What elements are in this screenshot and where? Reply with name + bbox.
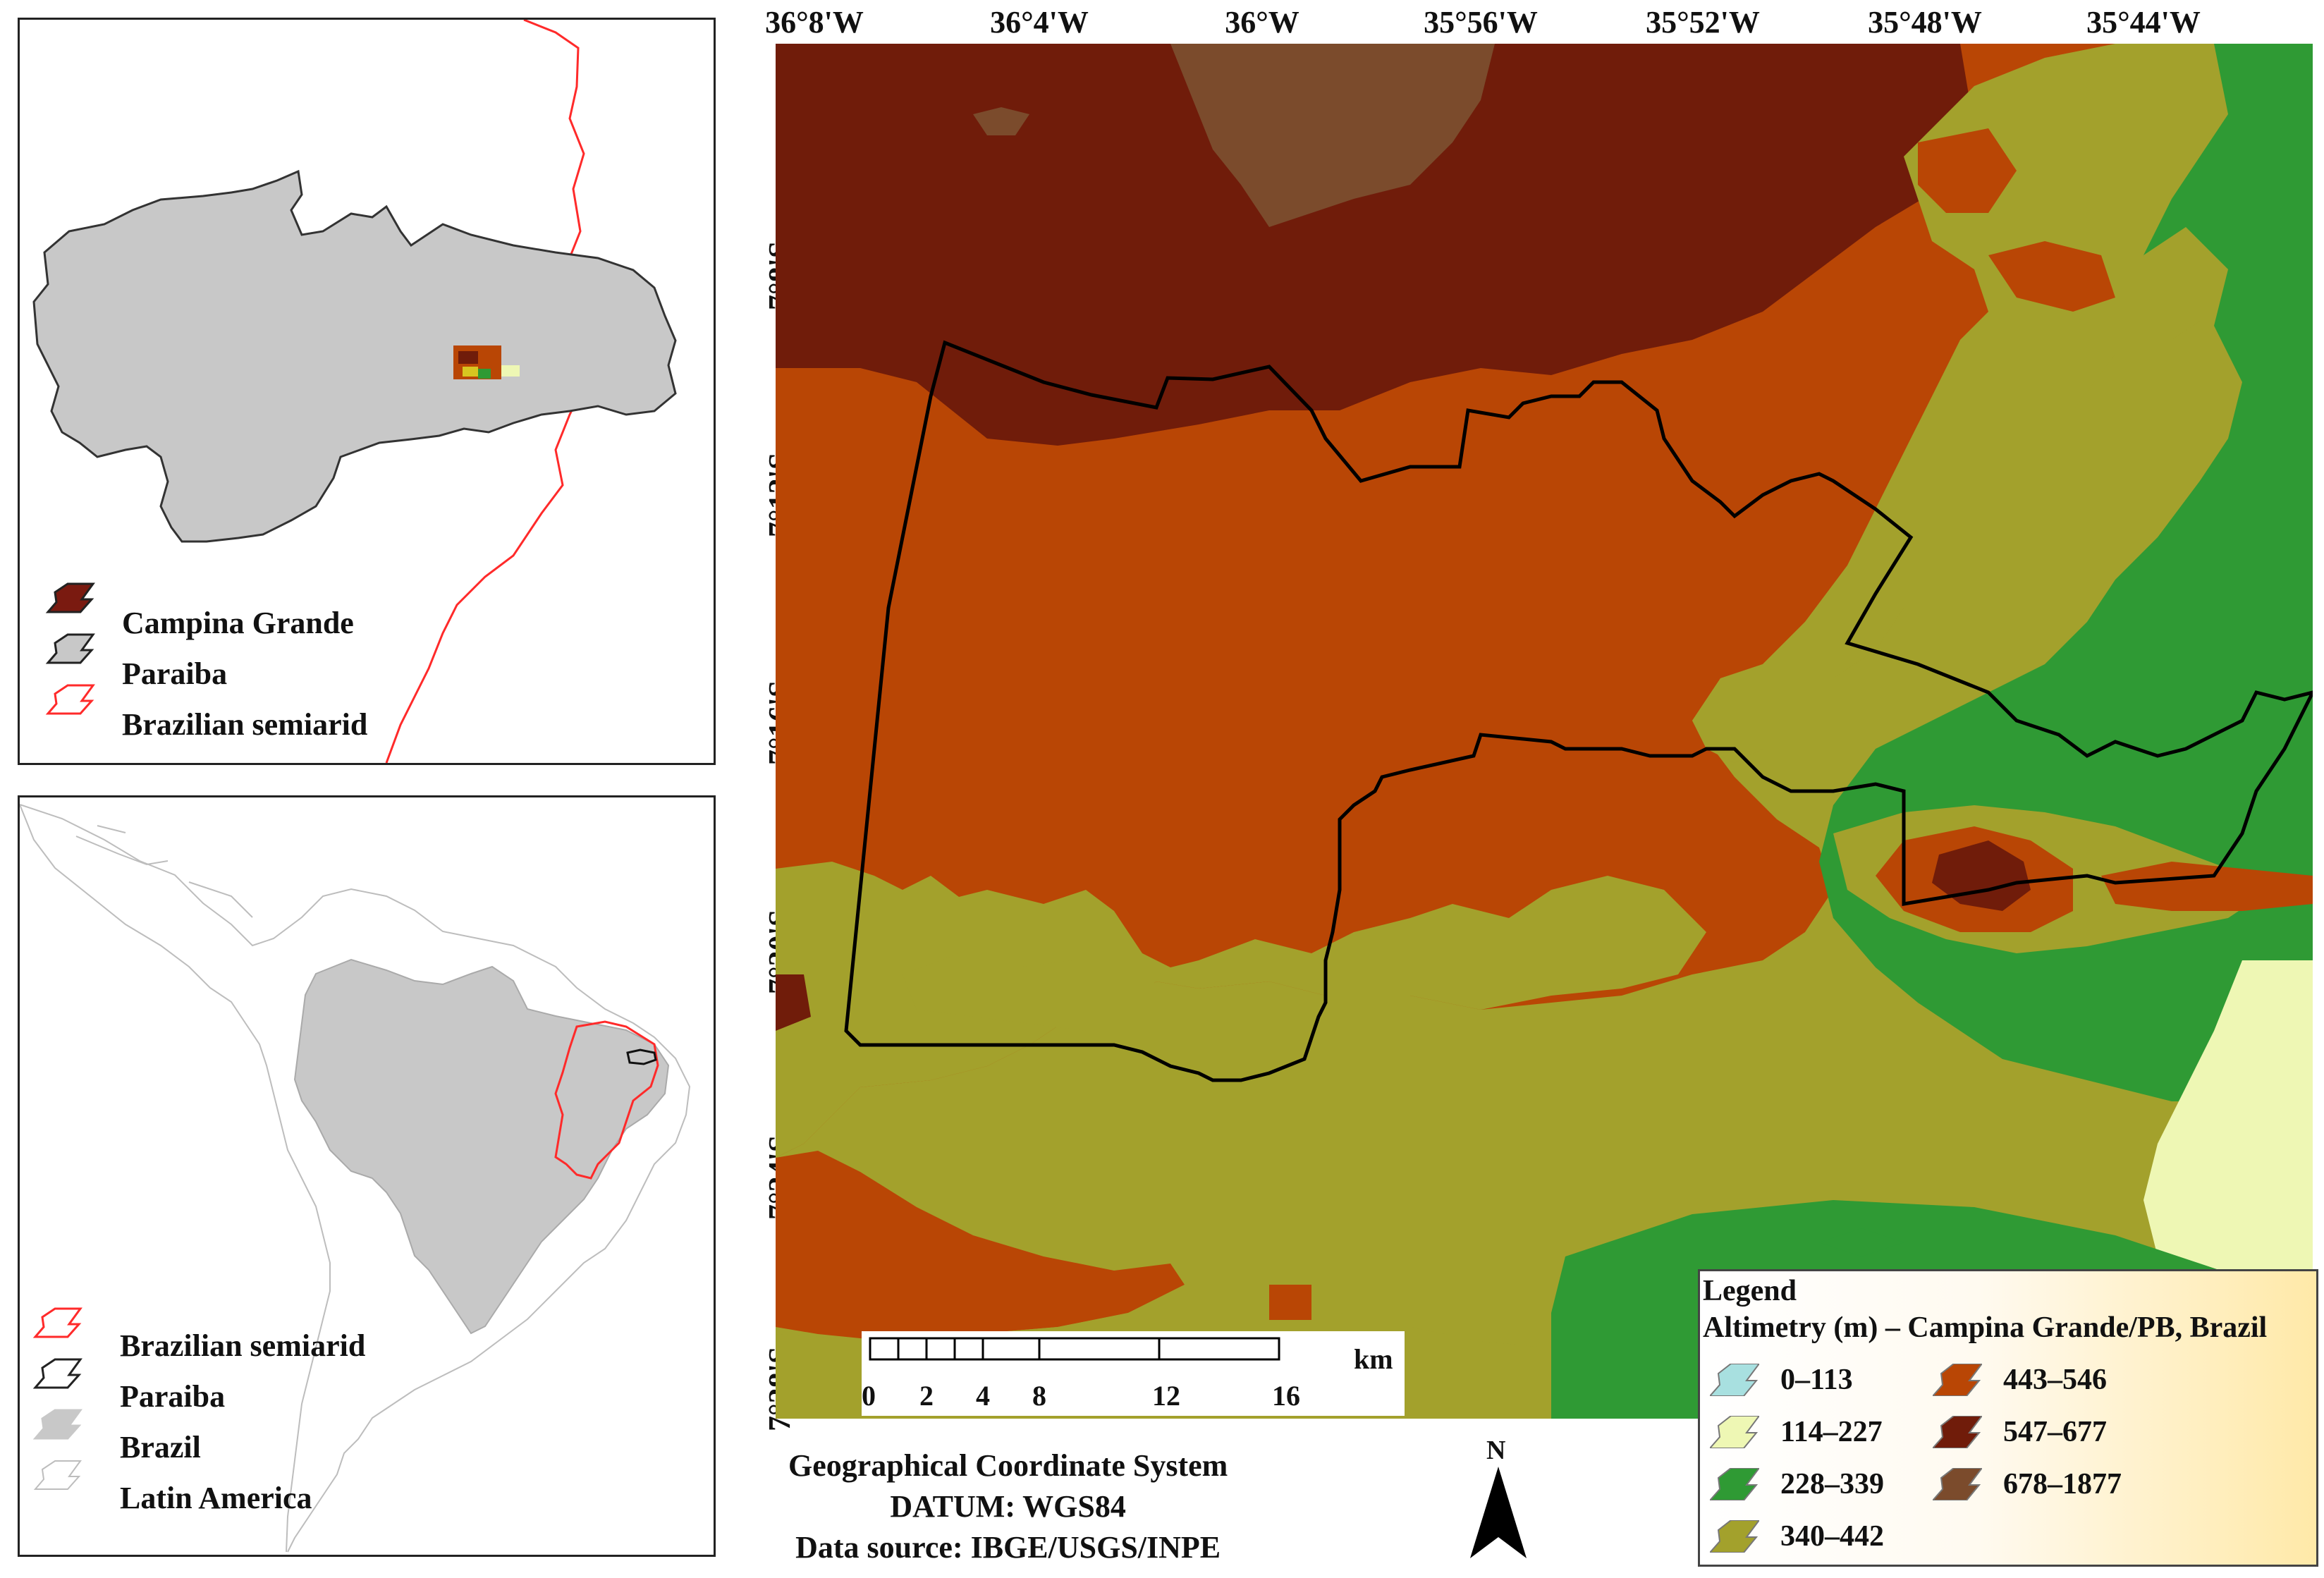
latin-america-outline — [20, 804, 691, 1553]
latin-america-inset-svg — [20, 804, 691, 1553]
lon-tick-4: 35°56'W — [1424, 5, 1538, 39]
legend-brazilian-semiarid-2: Brazilian semiarid — [120, 1328, 366, 1363]
legend-subtitle: Altimetry (m) – Campina Grande/PB, Brazi… — [1703, 1311, 2268, 1344]
lon-tick-2: 36°4'W — [990, 5, 1089, 39]
swatch-547-677 — [1933, 1416, 1982, 1448]
inset-paraiba-map: Campina Grande Paraiba Brazilian semiari… — [18, 18, 716, 765]
scale-label-2: 2 — [919, 1380, 934, 1412]
paraiba-outline-small — [626, 1048, 657, 1065]
swatch-114-227 — [1710, 1416, 1759, 1448]
legend-campina-grande: Campina Grande — [122, 606, 354, 640]
lon-tick-3: 36°W — [1225, 5, 1299, 39]
swatch-340-442 — [1710, 1520, 1759, 1553]
legend-class-443-546: 443–546 — [1933, 1363, 2107, 1397]
lon-tick-1: 36°8'W — [765, 5, 864, 39]
scale-bar-svg — [869, 1337, 1280, 1361]
legend-class-228-339: 228–339 — [1710, 1467, 1884, 1501]
legend-brazil: Brazil — [120, 1430, 201, 1464]
lon-tick-7: 35°44'W — [2086, 5, 2201, 39]
swatch-678-1877 — [1933, 1468, 1982, 1500]
brazil-shape — [293, 958, 670, 1335]
north-arrow-icon — [1470, 1467, 1527, 1558]
altimetry-map — [776, 44, 2313, 1419]
legend-brazilian-semiarid: Brazilian semiarid — [122, 707, 368, 742]
paraiba-shape — [32, 169, 677, 543]
scale-label-8: 8 — [1032, 1380, 1046, 1412]
lon-tick-6: 35°48'W — [1868, 5, 1982, 39]
credits-line-2: DATUM: WGS84 — [890, 1489, 1126, 1524]
north-arrow: N — [1467, 1435, 1530, 1565]
swatch-228-339 — [1710, 1468, 1759, 1500]
legend-title: Legend — [1703, 1275, 1797, 1307]
scale-unit: km — [1354, 1343, 1393, 1375]
scale-label-0: 0 — [862, 1380, 876, 1412]
top-legend-symbols — [45, 582, 95, 715]
scale-bar: 0 2 4 8 12 16 km — [862, 1331, 1405, 1416]
credits-line-1: Geographical Coordinate System — [788, 1448, 1228, 1483]
lon-tick-5: 35°52'W — [1646, 5, 1760, 39]
scale-label-4: 4 — [976, 1380, 990, 1412]
swatch-443-546 — [1933, 1364, 1982, 1396]
scale-label-16: 16 — [1272, 1380, 1300, 1412]
campina-grande-boundary — [844, 340, 2313, 1082]
legend-class-114-227: 114–227 — [1710, 1415, 1883, 1449]
north-label: N — [1486, 1436, 1506, 1465]
paraiba-inset-svg — [32, 20, 677, 763]
inset-latin-america-map: Brazilian semiarid Paraiba Brazil Latin … — [18, 795, 716, 1557]
credits-line-3: Data source: IBGE/USGS/INPE — [795, 1530, 1221, 1565]
legend-paraiba: Paraiba — [122, 656, 228, 691]
scale-label-12: 12 — [1152, 1380, 1180, 1412]
campina-grande-patch — [453, 345, 520, 379]
map-credits: Geographical Coordinate System DATUM: WG… — [788, 1445, 1228, 1568]
altimetry-map-svg — [776, 44, 2313, 1419]
legend-class-678-1877: 678–1877 — [1933, 1467, 2122, 1501]
altimetry-legend: Legend Altimetry (m) – Campina Grande/PB… — [1698, 1269, 2318, 1567]
legend-class-547-677: 547–677 — [1933, 1415, 2107, 1449]
bottom-legend-symbols — [32, 1307, 82, 1490]
legend-paraiba-2: Paraiba — [120, 1379, 226, 1414]
legend-class-0-113: 0–113 — [1710, 1363, 1853, 1397]
semiarid-region — [554, 1020, 659, 1180]
legend-class-340-442: 340–442 — [1710, 1519, 1884, 1553]
legend-latin-america: Latin America — [120, 1481, 312, 1515]
swatch-0-113 — [1710, 1364, 1759, 1396]
